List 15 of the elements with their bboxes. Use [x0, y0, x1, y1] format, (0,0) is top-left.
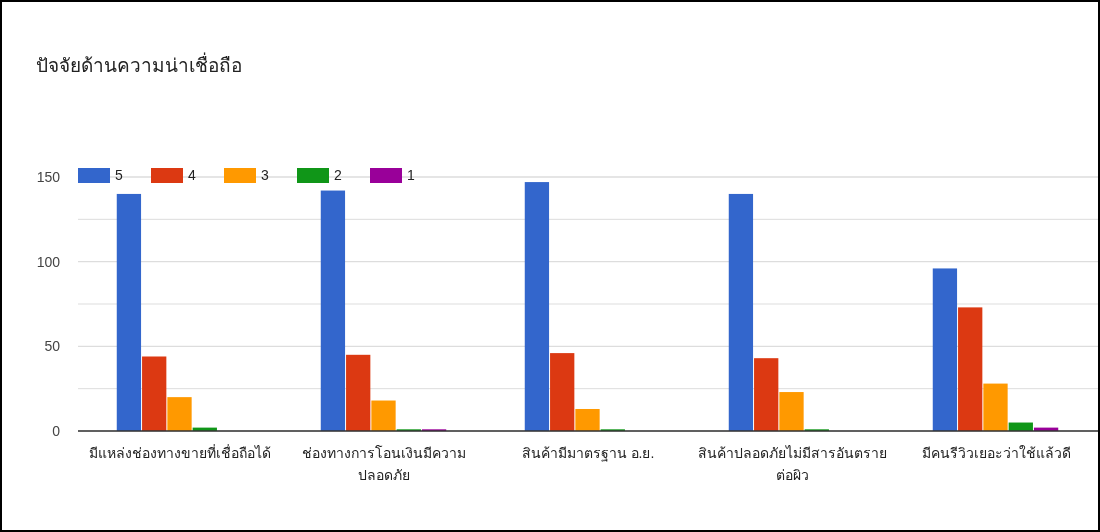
y-tick-label: 100: [36, 253, 61, 270]
x-tick-label: มีคนรีวิวเยอะว่าใช้แล้วดี: [921, 445, 1071, 461]
chart-title: ปัจจัยด้านความน่าเชื่อถือ: [36, 52, 242, 76]
x-tick-label: มีแหล่งช่องทางขายที่เชื่อถือได้: [89, 444, 271, 461]
legend-label: 3: [261, 167, 269, 183]
x-tick-label: สินค้ามีมาตรฐาน อ.ย.: [521, 445, 655, 462]
y-tick-label: 150: [36, 169, 61, 185]
y-tick-label: 0: [52, 423, 61, 439]
y-tick-label: 50: [44, 338, 61, 355]
x-tick-label: สินค้าปลอดภัยไม่มีสารอันตรายต่อผิว: [697, 445, 887, 483]
legend-label: 5: [115, 167, 123, 183]
legend-label: 1: [407, 167, 415, 183]
legend-label: 4: [188, 167, 196, 183]
x-tick-label: ช่องทางการโอนเงินมีความปลอดภัย: [302, 445, 466, 483]
legend-label: 2: [334, 167, 342, 183]
